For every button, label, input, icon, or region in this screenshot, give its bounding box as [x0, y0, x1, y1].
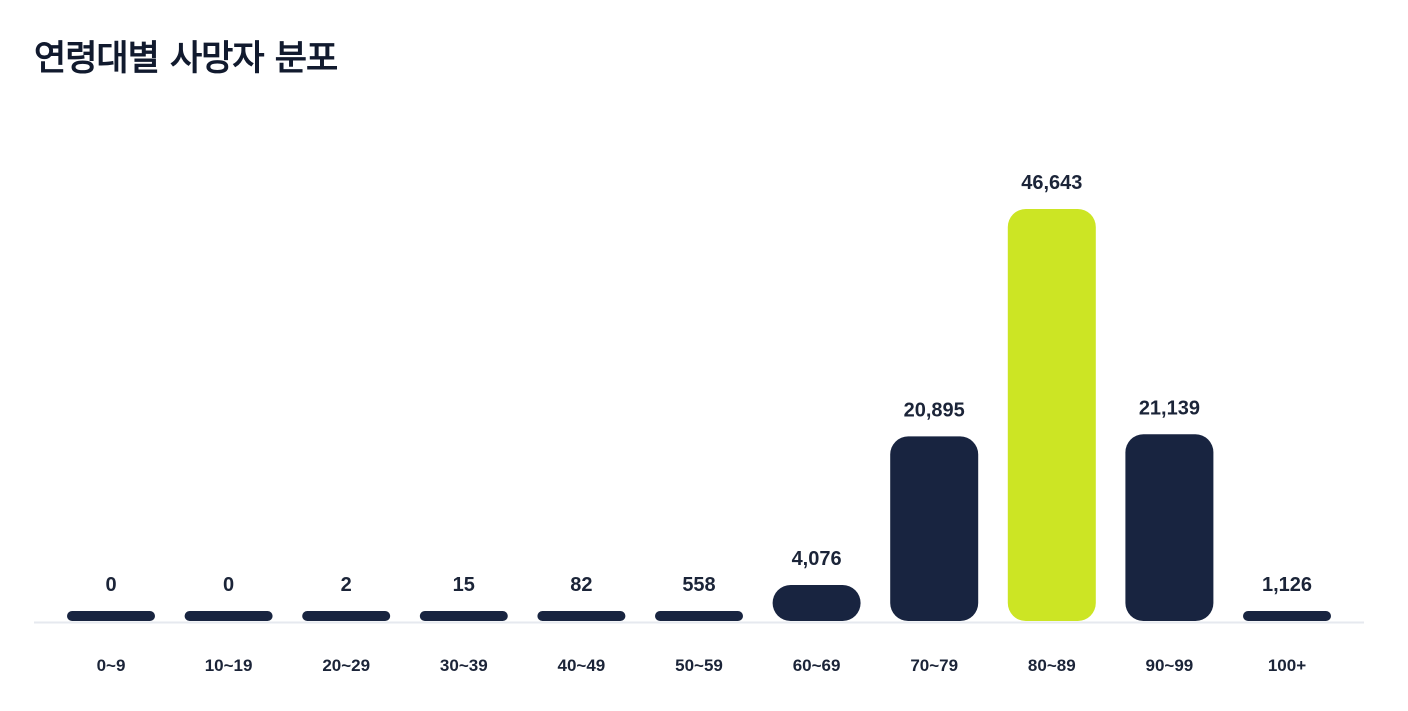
- value-label: 0: [105, 574, 116, 596]
- value-label: 20,895: [904, 399, 965, 421]
- category-label: 0~9: [97, 656, 126, 675]
- value-label: 15: [453, 574, 475, 596]
- category-label: 40~49: [558, 656, 606, 675]
- category-label: 10~19: [205, 656, 253, 675]
- value-label: 558: [682, 574, 715, 596]
- value-labels-group: 0 0 2 15 82 558 4,076 20,895 46,643 21,139 1,126: [105, 172, 1312, 596]
- bar-10~19: [184, 611, 273, 621]
- bar-90~99: [1125, 434, 1214, 621]
- category-label: 70~79: [910, 656, 958, 675]
- category-label: 50~59: [675, 656, 723, 675]
- bar-80~89: [1007, 209, 1096, 621]
- value-label: 0: [223, 574, 234, 596]
- bar-60~69: [772, 584, 861, 621]
- category-label: 80~89: [1028, 656, 1076, 675]
- chart-title: 연령대별 사망자 분포: [34, 39, 338, 79]
- category-labels-group: 0~9 10~19 20~29 30~39 40~49 50~59 60~69 70~79 80…: [97, 656, 1307, 675]
- value-label: 21,139: [1139, 397, 1200, 419]
- value-label: 82: [570, 574, 592, 596]
- category-label: 60~69: [793, 656, 841, 675]
- category-label: 100+: [1268, 656, 1306, 675]
- category-label: 20~29: [322, 656, 370, 675]
- bar-20~29: [302, 611, 391, 621]
- bar-40~49: [537, 611, 626, 621]
- value-label: 4,076: [792, 548, 842, 570]
- category-label: 30~39: [440, 656, 488, 675]
- bar-100+: [1243, 611, 1331, 621]
- category-label: 90~99: [1146, 656, 1194, 675]
- value-label: 46,643: [1021, 172, 1082, 194]
- bar-30~39: [419, 611, 508, 621]
- bar-70~79: [890, 436, 979, 621]
- value-label: 2: [341, 574, 352, 596]
- bars-group: [67, 209, 1331, 621]
- value-label: 1,126: [1262, 574, 1312, 596]
- bar-50~59: [655, 611, 743, 621]
- bar-0~9: [67, 611, 155, 621]
